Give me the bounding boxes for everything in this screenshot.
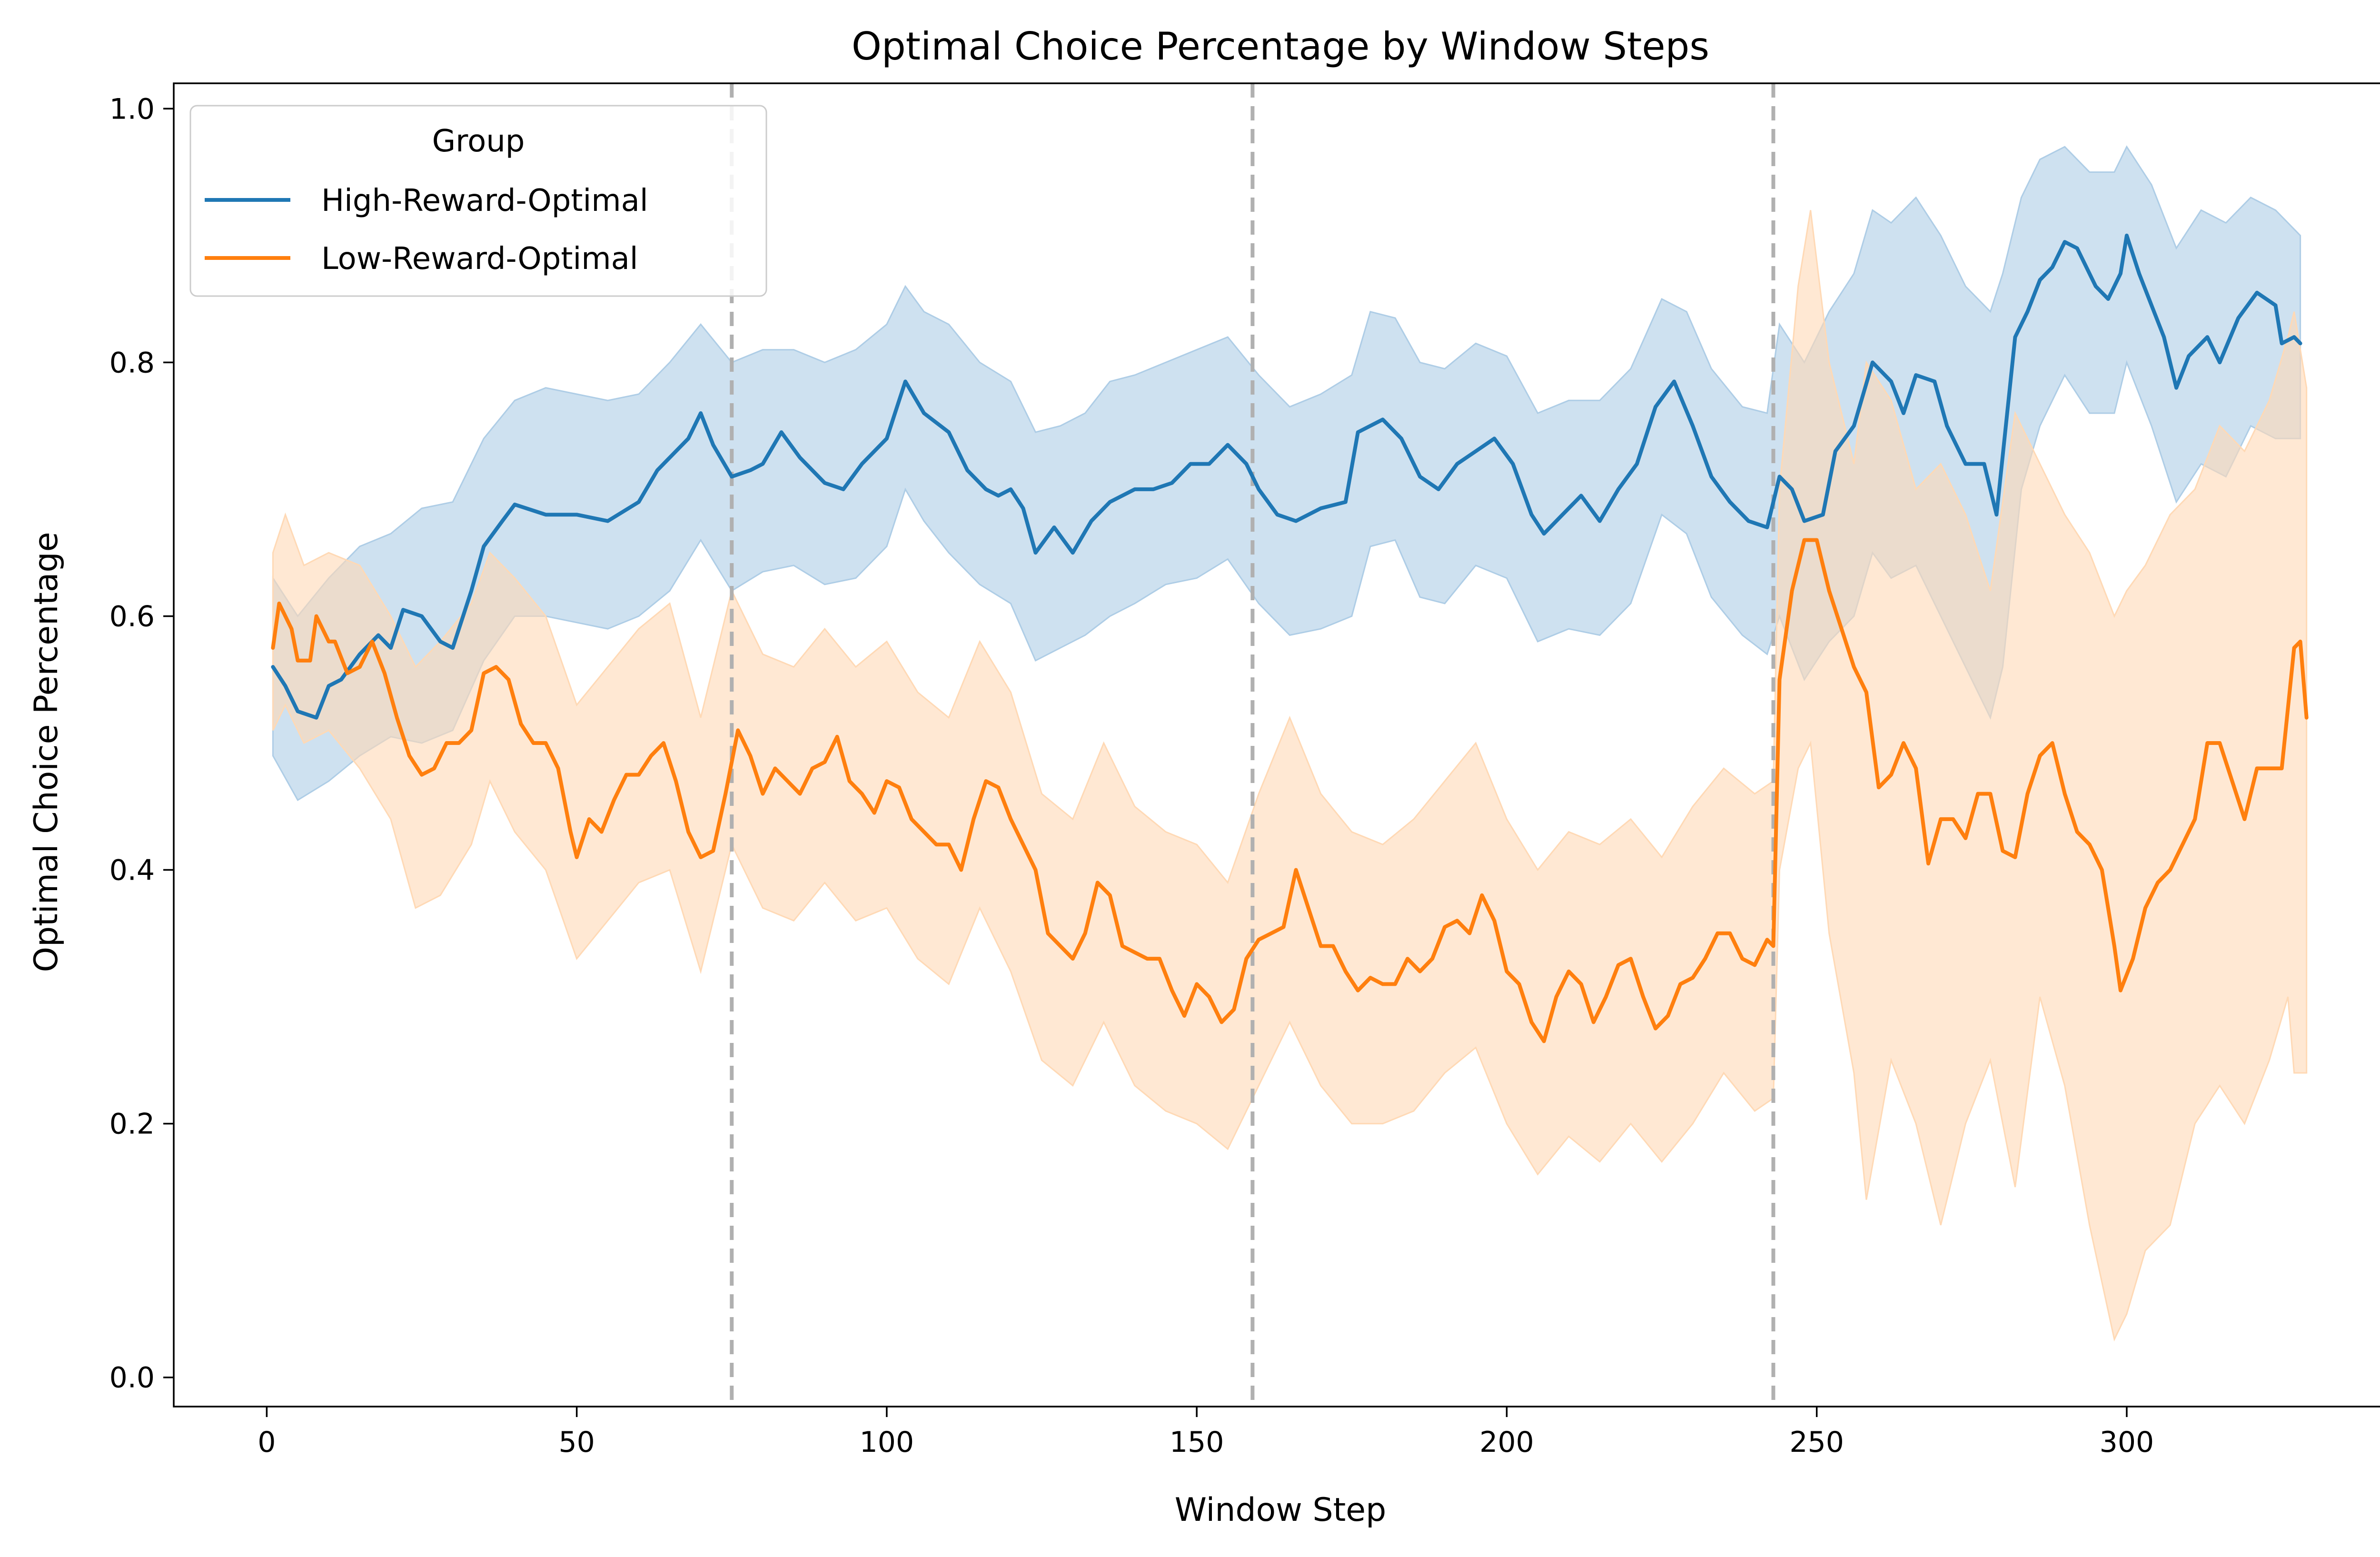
x-tick-label: 300 <box>2100 1426 2154 1459</box>
confidence-band-low-reward-optimal <box>272 210 2308 1342</box>
legend-title: Group <box>432 124 525 159</box>
plot-frame <box>173 82 2380 1408</box>
y-tick-label: 0.2 <box>109 1108 155 1141</box>
x-tick-label: 200 <box>1479 1426 1534 1459</box>
y-tick-label: 0.4 <box>109 854 155 887</box>
confidence-bands <box>272 145 2308 1342</box>
x-tick-label: 50 <box>558 1426 595 1459</box>
chart-title: Optimal Choice Percentage by Window Step… <box>852 24 1709 69</box>
y-tick-label: 0.8 <box>109 346 155 379</box>
x-axis-ticks: 0 50 100 150 200 250 300 <box>258 1407 2154 1459</box>
x-tick-label: 100 <box>860 1426 914 1459</box>
y-tick-label: 0.6 <box>109 600 155 633</box>
series-line-low-reward-optimal <box>271 538 2309 1043</box>
legend-label-low-reward-optimal: Low-Reward-Optimal <box>321 241 638 277</box>
x-axis-label: Window Step <box>1175 1491 1387 1529</box>
legend: Group High-Reward-Optimal Low-Reward-Opt… <box>189 105 767 297</box>
legend-box <box>189 105 767 297</box>
legend-label-high-reward-optimal: High-Reward-Optimal <box>321 183 648 218</box>
x-tick-label: 150 <box>1170 1426 1224 1459</box>
y-tick-label: 1.0 <box>109 92 155 126</box>
reference-lines <box>730 83 1775 1407</box>
series-line-high-reward-optimal <box>271 233 2302 720</box>
y-tick-label: 0.0 <box>109 1361 155 1395</box>
y-axis-ticks: 0.0 0.2 0.4 0.6 0.8 1.0 <box>109 92 174 1395</box>
series-lines <box>271 233 2309 1043</box>
x-tick-label: 250 <box>1789 1426 1844 1459</box>
x-tick-label: 0 <box>258 1426 276 1459</box>
y-axis-label: Optimal Choice Percentage <box>28 532 65 972</box>
